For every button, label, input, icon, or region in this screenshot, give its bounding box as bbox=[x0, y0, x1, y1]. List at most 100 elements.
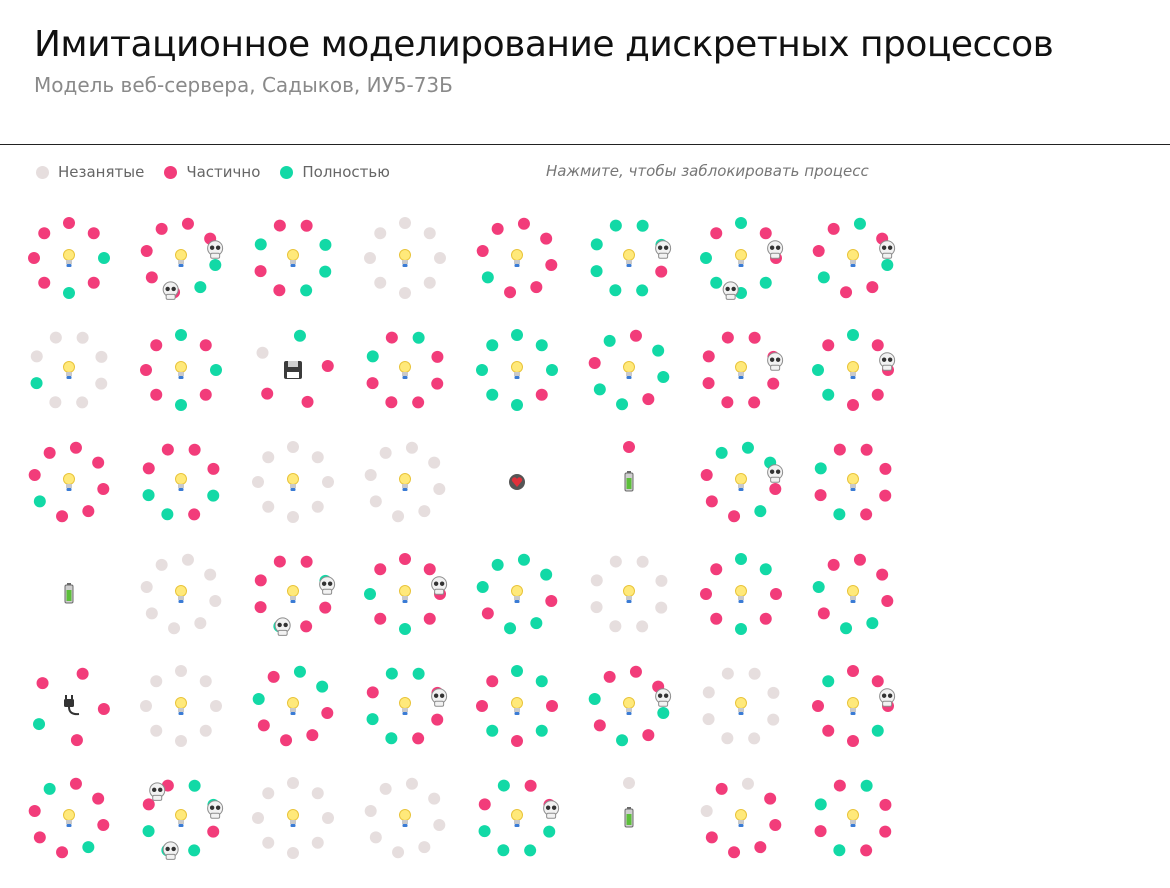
thread-dot bbox=[145, 271, 158, 284]
process-cell[interactable] bbox=[574, 427, 684, 537]
thread-dot bbox=[287, 511, 299, 523]
thread-dot bbox=[735, 217, 747, 229]
thread-dot bbox=[822, 675, 835, 688]
bulb-icon bbox=[847, 249, 859, 267]
thread-dot bbox=[150, 339, 163, 352]
process-cell[interactable] bbox=[574, 315, 684, 425]
process-cell[interactable] bbox=[14, 315, 124, 425]
thread-dot bbox=[702, 350, 715, 363]
process-cell[interactable] bbox=[798, 427, 908, 537]
process-cell[interactable] bbox=[798, 315, 908, 425]
process-cell[interactable] bbox=[238, 763, 348, 873]
bulb-icon bbox=[175, 585, 187, 603]
thread-dot bbox=[33, 495, 46, 508]
skull-icon bbox=[879, 240, 896, 259]
process-cell[interactable] bbox=[798, 763, 908, 873]
thread-dot bbox=[300, 555, 313, 568]
process-cell[interactable] bbox=[14, 763, 124, 873]
process-cell[interactable] bbox=[238, 203, 348, 313]
process-cell[interactable] bbox=[126, 651, 236, 761]
thread-dot bbox=[311, 500, 324, 513]
thread-dot bbox=[481, 607, 494, 620]
process-cell[interactable] bbox=[574, 203, 684, 313]
process-cell[interactable] bbox=[798, 203, 908, 313]
process-cell[interactable] bbox=[686, 651, 796, 761]
bulb-icon bbox=[399, 697, 411, 715]
hint-text: Нажмите, чтобы заблокировать процесс bbox=[546, 162, 869, 180]
thread-dot bbox=[257, 719, 270, 732]
thread-dot bbox=[199, 724, 212, 737]
thread-dot bbox=[261, 387, 274, 400]
thread-dot bbox=[530, 617, 543, 630]
thread-dot bbox=[364, 469, 377, 482]
thread-dot bbox=[140, 364, 152, 376]
process-cell[interactable] bbox=[350, 203, 460, 313]
process-cell[interactable] bbox=[574, 539, 684, 649]
thread-dot bbox=[497, 844, 510, 857]
thread-dot bbox=[735, 553, 747, 565]
bulb-icon bbox=[511, 585, 523, 603]
header: Имитационное моделирование дискретных пр… bbox=[34, 24, 1054, 97]
process-cell[interactable] bbox=[238, 651, 348, 761]
process-cell[interactable] bbox=[14, 203, 124, 313]
thread-dot bbox=[254, 265, 267, 278]
thread-dot bbox=[188, 844, 201, 857]
bulb-icon bbox=[847, 697, 859, 715]
legend-swatch-empty bbox=[36, 165, 49, 179]
bulb-icon bbox=[175, 249, 187, 267]
thread-dot bbox=[812, 700, 824, 712]
process-cell[interactable] bbox=[238, 539, 348, 649]
process-cell[interactable] bbox=[462, 539, 572, 649]
process-cell[interactable] bbox=[350, 763, 460, 873]
process-cell[interactable] bbox=[238, 315, 348, 425]
skull-icon bbox=[655, 240, 672, 259]
thread-dot bbox=[63, 287, 75, 299]
process-cell[interactable] bbox=[798, 651, 908, 761]
process-cell[interactable] bbox=[126, 427, 236, 537]
process-cell[interactable] bbox=[686, 315, 796, 425]
process-cell[interactable] bbox=[686, 203, 796, 313]
thread-dot bbox=[511, 735, 523, 747]
thread-dot bbox=[623, 441, 635, 453]
process-cell[interactable] bbox=[14, 539, 124, 649]
thread-dot bbox=[366, 350, 379, 363]
process-cell[interactable] bbox=[350, 427, 460, 537]
thread-dot bbox=[316, 680, 329, 693]
thread-dot bbox=[301, 395, 314, 408]
process-cell[interactable] bbox=[686, 763, 796, 873]
process-cell[interactable] bbox=[126, 203, 236, 313]
thread-dot bbox=[30, 350, 43, 363]
process-cell[interactable] bbox=[686, 539, 796, 649]
bulb-icon bbox=[175, 697, 187, 715]
legend-label-full: Полностью bbox=[302, 163, 390, 181]
process-cell[interactable] bbox=[462, 427, 572, 537]
thread-dot bbox=[322, 476, 334, 488]
process-cell[interactable] bbox=[686, 427, 796, 537]
process-cell[interactable] bbox=[126, 539, 236, 649]
process-cell[interactable] bbox=[350, 539, 460, 649]
process-cell[interactable] bbox=[798, 539, 908, 649]
process-cell[interactable] bbox=[14, 651, 124, 761]
process-cell[interactable] bbox=[462, 315, 572, 425]
thread-dot bbox=[715, 446, 728, 459]
process-cell[interactable] bbox=[574, 651, 684, 761]
thread-dot bbox=[700, 252, 712, 264]
process-cell[interactable] bbox=[462, 203, 572, 313]
process-cell[interactable] bbox=[126, 763, 236, 873]
process-cell[interactable] bbox=[574, 763, 684, 873]
process-cell[interactable] bbox=[238, 427, 348, 537]
thread-dot bbox=[590, 601, 603, 614]
thread-dot bbox=[95, 377, 108, 390]
thread-dot bbox=[194, 617, 207, 630]
thread-dot bbox=[155, 558, 168, 571]
thread-dot bbox=[423, 227, 436, 240]
process-cell[interactable] bbox=[350, 315, 460, 425]
thread-dot bbox=[76, 331, 89, 344]
process-cell[interactable] bbox=[14, 427, 124, 537]
thread-dot bbox=[97, 818, 110, 831]
process-cell[interactable] bbox=[462, 651, 572, 761]
process-cell[interactable] bbox=[350, 651, 460, 761]
process-cell[interactable] bbox=[126, 315, 236, 425]
process-cell[interactable] bbox=[462, 763, 572, 873]
thread-dot bbox=[69, 777, 82, 790]
